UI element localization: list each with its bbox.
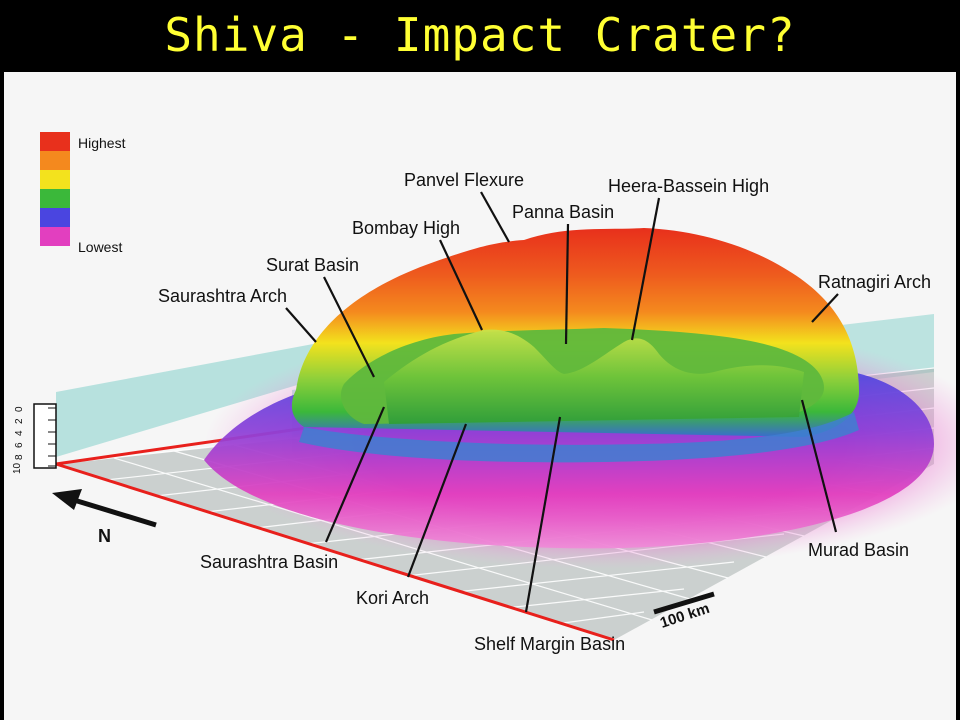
leader-surat-basin xyxy=(323,276,375,378)
leader-panna-basin xyxy=(564,223,570,345)
depth-tick: 8 xyxy=(14,454,25,460)
leader-saurashtra-basin xyxy=(324,406,386,543)
depth-tick: 0 xyxy=(14,406,25,412)
label-panna-basin: Panna Basin xyxy=(512,202,614,222)
leader-saurashtra-arch xyxy=(285,307,317,343)
label-saurashtra-arch: Saurashtra Arch xyxy=(158,286,287,306)
depth-tick: 6 xyxy=(14,442,25,448)
leader-ratnagiri-arch xyxy=(811,293,839,323)
reference-plane-left xyxy=(56,342,324,457)
elevation-legend: Highest Lowest xyxy=(40,132,126,255)
depth-tick: 10 xyxy=(12,462,23,474)
leader-lines xyxy=(285,191,839,613)
north-label: N xyxy=(98,526,111,546)
title-bar: Shiva - Impact Crater? xyxy=(0,0,960,72)
legend-swatches xyxy=(40,132,70,246)
leader-kori-arch xyxy=(406,423,468,578)
leader-panvel-flexure xyxy=(480,191,510,243)
crater-diagram: 0 2 4 6 8 10 Highest Lowest N 100 km xyxy=(12,132,956,654)
leader-murad-basin xyxy=(800,399,838,533)
depth-tick: 4 xyxy=(14,430,25,436)
depth-tick: 2 xyxy=(14,418,25,424)
label-saurashtra-basin: Saurashtra Basin xyxy=(200,552,338,572)
label-surat-basin: Surat Basin xyxy=(266,255,359,275)
label-murad-basin: Murad Basin xyxy=(808,540,909,560)
legend-swatch xyxy=(40,208,70,227)
label-panvel-flexure: Panvel Flexure xyxy=(404,170,524,190)
label-kori-arch: Kori Arch xyxy=(356,588,429,608)
legend-swatch xyxy=(40,151,70,170)
figure-panel: 0 2 4 6 8 10 Highest Lowest N 100 km xyxy=(4,72,956,720)
legend-low-label: Lowest xyxy=(78,239,122,255)
slide-title: Shiva - Impact Crater? xyxy=(164,8,796,62)
north-arrow: N xyxy=(52,489,157,546)
leader-shelf-margin-basin xyxy=(524,416,562,613)
legend-swatch xyxy=(40,132,70,151)
label-bombay-high: Bombay High xyxy=(352,218,460,238)
legend-swatch xyxy=(40,189,70,208)
leader-heera-bassein-high xyxy=(630,197,661,341)
depth-scale: 0 2 4 6 8 10 xyxy=(12,403,57,474)
crater-rim-front xyxy=(299,412,859,463)
legend-high-label: Highest xyxy=(78,135,126,151)
legend-swatch xyxy=(40,170,70,189)
leader-bombay-high xyxy=(439,239,483,331)
label-ratnagiri-arch: Ratnagiri Arch xyxy=(818,272,931,292)
label-shelf-margin-basin: Shelf Margin Basin xyxy=(474,634,625,654)
label-heera-bassein-high: Heera-Bassein High xyxy=(608,176,769,196)
inner-ridge xyxy=(384,329,804,424)
grid-edge-front xyxy=(55,462,615,642)
legend-swatch xyxy=(40,227,70,246)
